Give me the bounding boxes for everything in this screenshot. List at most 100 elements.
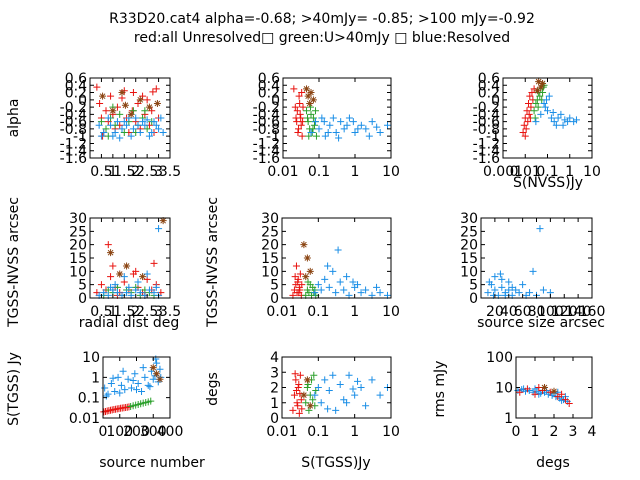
data-point-red bbox=[519, 129, 527, 137]
data-point-blue bbox=[508, 283, 516, 291]
data-point-red bbox=[298, 281, 306, 289]
data-point-blue bbox=[324, 262, 332, 270]
y-tick-label: -1.2 bbox=[253, 136, 280, 152]
data-point-blue bbox=[515, 289, 523, 297]
data-point-red bbox=[149, 88, 157, 96]
data-point-blue bbox=[336, 278, 344, 286]
data-point-blue bbox=[111, 388, 119, 396]
data-point-red bbox=[296, 99, 304, 107]
data-point-red bbox=[296, 110, 304, 118]
data-point-blue bbox=[368, 118, 376, 126]
y-tick-label: -0.4 bbox=[253, 107, 280, 123]
x-tick-label: 0 bbox=[99, 424, 108, 440]
data-point-green bbox=[102, 125, 110, 133]
data-point-red bbox=[528, 89, 536, 97]
data-point-red bbox=[296, 371, 304, 379]
data-point-blue bbox=[340, 286, 348, 294]
data-point-blue bbox=[145, 286, 153, 294]
data-point-blue bbox=[159, 129, 167, 137]
data-point-red bbox=[292, 114, 300, 122]
data-point-blue bbox=[318, 114, 326, 122]
data-point-blue bbox=[349, 118, 357, 126]
data-point-blue bbox=[124, 375, 132, 383]
data-point-red bbox=[97, 281, 105, 289]
data-point-blue bbox=[541, 103, 549, 111]
data-point-red bbox=[525, 99, 533, 107]
data-point-blue bbox=[324, 405, 332, 413]
data-point-blue bbox=[498, 283, 506, 291]
x-tick-label: 120 bbox=[551, 304, 578, 320]
data-point-red bbox=[102, 107, 110, 115]
data-point-blue bbox=[129, 376, 137, 384]
data-point-green bbox=[531, 114, 539, 122]
data-point-brown bbox=[302, 273, 310, 281]
x-axis-label: radial dist deg bbox=[79, 315, 179, 331]
data-point-blue bbox=[329, 267, 337, 275]
y-tick-label: 20 bbox=[261, 238, 279, 254]
y-tick-label: -1.6 bbox=[253, 151, 280, 167]
data-point-blue bbox=[559, 121, 567, 129]
data-point-red bbox=[294, 384, 302, 391]
data-point-green bbox=[311, 121, 319, 129]
data-point-red bbox=[294, 278, 302, 286]
data-point-blue bbox=[314, 384, 322, 391]
x-tick-label: 0.1 bbox=[536, 164, 558, 180]
data-point-blue bbox=[144, 381, 152, 389]
data-point-blue bbox=[320, 118, 328, 126]
data-point-blue bbox=[113, 118, 121, 126]
x-tick-label: 0.1 bbox=[308, 164, 330, 180]
data-point-blue bbox=[373, 283, 381, 291]
data-point-blue bbox=[349, 385, 357, 393]
data-point-red bbox=[132, 267, 140, 275]
y-tick-label: 0 bbox=[270, 291, 279, 307]
x-tick-label: 2 bbox=[550, 424, 559, 440]
data-point-blue bbox=[116, 134, 124, 142]
data-point-green bbox=[532, 99, 540, 107]
y-tick-label: -0.6 bbox=[253, 115, 280, 131]
data-point-blue bbox=[121, 386, 129, 394]
data-point-red bbox=[139, 92, 147, 100]
data-point-brown bbox=[300, 241, 308, 249]
data-point-blue bbox=[572, 116, 580, 124]
data-point-blue bbox=[357, 289, 365, 297]
y-tick-label: 20 bbox=[69, 238, 87, 254]
data-point-blue bbox=[376, 129, 384, 137]
data-point-blue bbox=[109, 374, 117, 382]
data-point-red bbox=[292, 376, 300, 384]
y-tick-label: 20 bbox=[460, 238, 478, 254]
data-point-green bbox=[129, 107, 137, 115]
data-point-red bbox=[291, 273, 299, 281]
y-tick-label: -1.6 bbox=[60, 151, 87, 167]
data-point-blue bbox=[307, 129, 315, 137]
data-point-green bbox=[305, 406, 313, 414]
x-tick-label: 3.5 bbox=[159, 304, 181, 320]
y-tick-label: 3 bbox=[270, 365, 279, 381]
y-tick-label: 10 bbox=[82, 350, 100, 366]
x-tick-label: 200 bbox=[123, 424, 150, 440]
data-point-blue bbox=[336, 380, 344, 388]
x-axis-label: source number bbox=[99, 455, 205, 471]
data-point-red bbox=[289, 406, 297, 414]
data-point-blue bbox=[321, 132, 329, 140]
data-point-red bbox=[291, 103, 299, 111]
data-point-blue bbox=[334, 246, 342, 254]
y-tick-label: 5 bbox=[270, 278, 279, 294]
x-tick-label: 0.1 bbox=[307, 304, 329, 320]
data-point-red bbox=[561, 396, 569, 404]
data-point-green bbox=[304, 380, 312, 388]
data-point-blue bbox=[104, 114, 112, 122]
data-point-blue bbox=[335, 134, 343, 142]
data-point-green bbox=[312, 107, 320, 115]
data-point-red bbox=[298, 405, 306, 413]
data-point-brown bbox=[304, 92, 312, 100]
data-point-blue bbox=[127, 132, 135, 140]
data-point-red bbox=[521, 132, 529, 140]
data-point-blue bbox=[136, 129, 144, 137]
y-axis-label: S(TGSS) Jy bbox=[6, 352, 22, 426]
data-point-red bbox=[524, 118, 532, 126]
panel-p2: 0.01 0.1 1 100.60.40.20-0.2-0.4-0.6-0.8-1-1… bbox=[253, 71, 400, 180]
data-point-blue bbox=[552, 121, 560, 129]
data-point-green bbox=[309, 125, 317, 133]
data-point-blue bbox=[139, 364, 147, 372]
